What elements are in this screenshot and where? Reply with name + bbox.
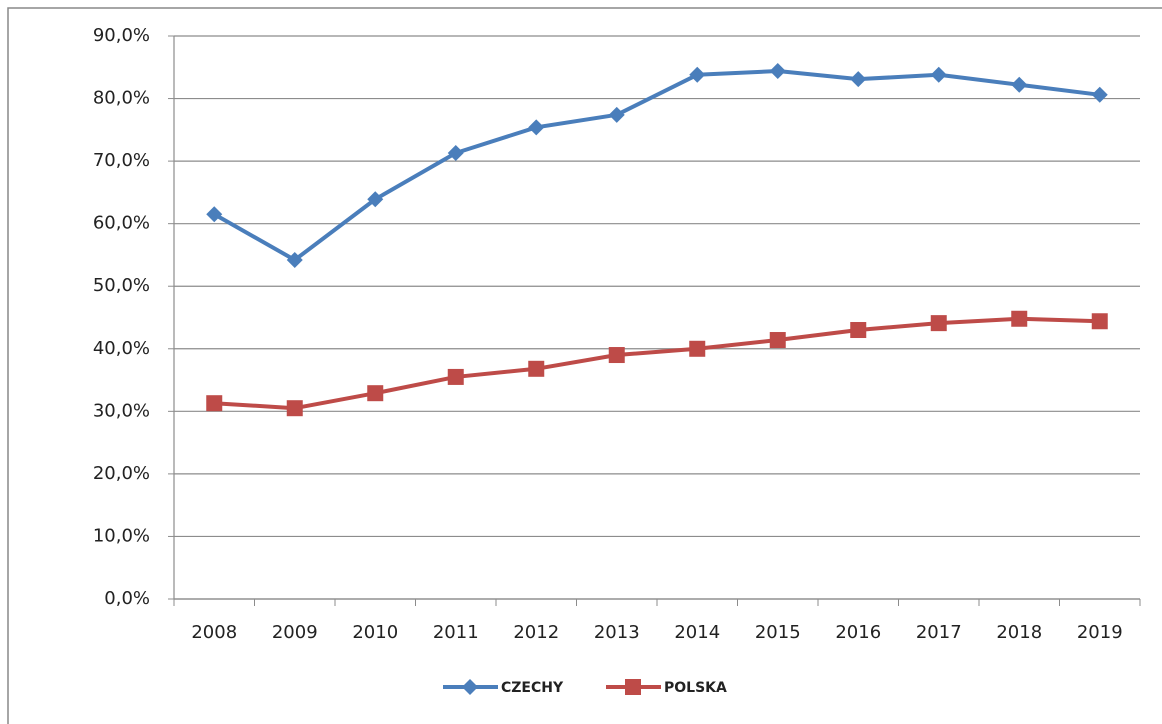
x-tick-label: 2010 — [352, 622, 398, 643]
data-point — [528, 360, 545, 377]
data-point — [206, 395, 223, 412]
x-tick-label: 2008 — [191, 622, 237, 643]
data-point — [1091, 313, 1108, 330]
x-tick-label: 2012 — [513, 622, 559, 643]
legend-marker — [625, 679, 641, 695]
x-tick-label: 2016 — [835, 622, 881, 643]
legend-label: CZECHY — [501, 680, 564, 696]
y-tick-label: 50,0% — [93, 275, 150, 296]
data-point — [689, 340, 706, 357]
data-point — [769, 63, 786, 80]
y-tick-label: 20,0% — [93, 463, 150, 484]
data-point — [608, 106, 625, 123]
data-point — [1011, 310, 1028, 327]
data-point — [1091, 86, 1108, 103]
x-tick-label: 2009 — [272, 622, 318, 643]
data-point — [286, 400, 303, 417]
x-tick-label: 2014 — [674, 622, 720, 643]
y-tick-label: 90,0% — [93, 25, 150, 46]
x-tick-label: 2018 — [996, 622, 1042, 643]
chart-frame — [7, 7, 1162, 724]
y-tick-label: 60,0% — [93, 213, 150, 234]
legend-marker — [462, 679, 478, 695]
x-tick-label: 2019 — [1077, 622, 1123, 643]
data-point — [850, 322, 867, 339]
y-tick-label: 0,0% — [104, 588, 150, 609]
y-tick-label: 30,0% — [93, 400, 150, 421]
series-line — [213, 69, 1100, 262]
data-point — [206, 206, 223, 223]
data-point — [850, 71, 867, 88]
data-point — [528, 119, 545, 136]
y-tick-label: 40,0% — [93, 338, 150, 359]
data-point — [447, 144, 464, 161]
data-point — [1011, 76, 1028, 93]
data-point — [689, 66, 706, 83]
x-tick-label: 2013 — [594, 622, 640, 643]
legend: CZECHY POLSKA — [443, 679, 727, 696]
data-point — [286, 251, 303, 268]
data-point — [367, 385, 384, 402]
y-tick-label: 80,0% — [93, 88, 150, 109]
data-point — [930, 66, 947, 83]
x-tick-label: 2011 — [433, 622, 479, 643]
x-tick-label: 2017 — [916, 622, 962, 643]
data-point — [930, 315, 947, 332]
series-line — [214, 316, 1100, 411]
y-tick-label: 70,0% — [93, 150, 150, 171]
legend-label: POLSKA — [664, 680, 727, 696]
y-tick-label: 10,0% — [93, 525, 150, 546]
data-point — [447, 368, 464, 385]
data-point — [367, 191, 384, 208]
x-tick-label: 2015 — [755, 622, 801, 643]
data-point — [769, 332, 786, 349]
data-point — [608, 347, 625, 364]
